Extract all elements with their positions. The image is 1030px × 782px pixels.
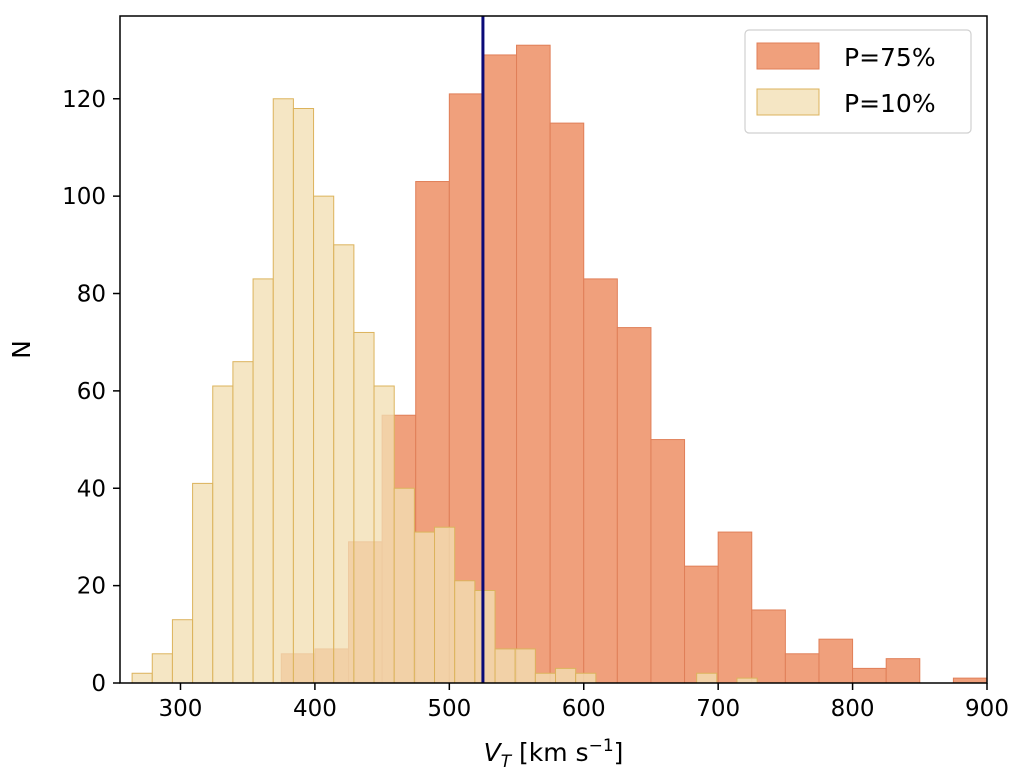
x-tick-label-900: 900 bbox=[965, 696, 1009, 722]
x-axis-label-unit: [km s bbox=[511, 738, 589, 767]
bar-p10-2 bbox=[171, 619, 194, 684]
bar-p75-8 bbox=[549, 122, 585, 684]
bar-p10-15 bbox=[434, 526, 456, 684]
legend-swatch-p75 bbox=[756, 42, 820, 70]
bar-p10-22 bbox=[575, 672, 597, 684]
x-tick-label-300: 300 bbox=[159, 696, 203, 722]
legend-swatch-p10 bbox=[756, 88, 820, 116]
bar-p10-16 bbox=[454, 580, 476, 684]
bar-p75-17 bbox=[852, 667, 887, 684]
bar-p10-11 bbox=[353, 331, 375, 684]
x-tick-label-500: 500 bbox=[427, 696, 471, 722]
y-tick-label-80: 80 bbox=[77, 282, 106, 308]
y-tick-label-100: 100 bbox=[62, 184, 106, 210]
x-axis-label-close: ] bbox=[614, 738, 624, 767]
bar-p10-13 bbox=[393, 487, 415, 684]
bar-p10-6 bbox=[252, 278, 274, 684]
plot-frame bbox=[119, 15, 988, 684]
bar-p75-18 bbox=[885, 658, 921, 684]
bar-p75-16 bbox=[818, 638, 854, 684]
legend-label-p75: P=75% bbox=[844, 43, 936, 72]
bar-p10-21 bbox=[555, 667, 577, 684]
y-axis-ticks: 0 20 40 60 80 100 120 bbox=[62, 87, 120, 697]
bar-p10-18 bbox=[494, 648, 516, 684]
y-tick-label-40: 40 bbox=[77, 476, 106, 502]
x-tick-label-800: 800 bbox=[831, 696, 875, 722]
bar-p10-1 bbox=[151, 653, 173, 684]
x-axis-label-sub: T bbox=[501, 752, 513, 772]
x-tick-label-700: 700 bbox=[696, 696, 740, 722]
bar-p75-7 bbox=[516, 44, 551, 684]
y-tick-label-60: 60 bbox=[77, 379, 106, 405]
x-axis-ticks: 300 400 500 600 700 800 900 bbox=[159, 683, 1009, 722]
bar-p10-10 bbox=[333, 244, 355, 684]
bar-p10-5 bbox=[232, 361, 254, 684]
bar-p10-14 bbox=[413, 531, 436, 684]
bar-p10-12 bbox=[373, 385, 395, 684]
bar-p10-20 bbox=[534, 672, 557, 684]
x-tick-label-400: 400 bbox=[293, 696, 337, 722]
bar-p75-14 bbox=[751, 609, 786, 684]
bar-p10-9 bbox=[313, 195, 335, 684]
bar-p10-7 bbox=[272, 98, 294, 684]
bar-p10-28 bbox=[696, 672, 718, 684]
legend-label-p10: P=10% bbox=[844, 89, 936, 118]
bar-p75-10 bbox=[616, 327, 652, 684]
bar-p10-19 bbox=[514, 648, 536, 684]
bar-p75-9 bbox=[583, 278, 618, 684]
bar-p10-17 bbox=[474, 590, 496, 684]
bar-p75-15 bbox=[784, 653, 820, 684]
bar-p75-11 bbox=[650, 439, 686, 684]
bar-p75-13 bbox=[717, 531, 753, 684]
bar-p10-4 bbox=[212, 385, 234, 684]
bar-p10-3 bbox=[192, 482, 214, 684]
legend: P=75% P=10% bbox=[744, 29, 972, 134]
y-tick-label-0: 0 bbox=[91, 671, 106, 697]
bar-p10-0 bbox=[131, 672, 153, 684]
bar-p10-8 bbox=[292, 108, 315, 684]
bar-p75-6 bbox=[482, 54, 518, 684]
x-axis-label: VT [km s−1] bbox=[484, 736, 624, 772]
x-axis-label-sup: −1 bbox=[589, 736, 614, 756]
y-axis-label: N bbox=[7, 340, 36, 359]
bar-p75-12 bbox=[684, 565, 719, 684]
x-tick-label-600: 600 bbox=[562, 696, 606, 722]
y-tick-label-120: 120 bbox=[62, 87, 106, 113]
x-axis-label-var: V bbox=[484, 738, 503, 767]
y-tick-label-20: 20 bbox=[77, 574, 106, 600]
